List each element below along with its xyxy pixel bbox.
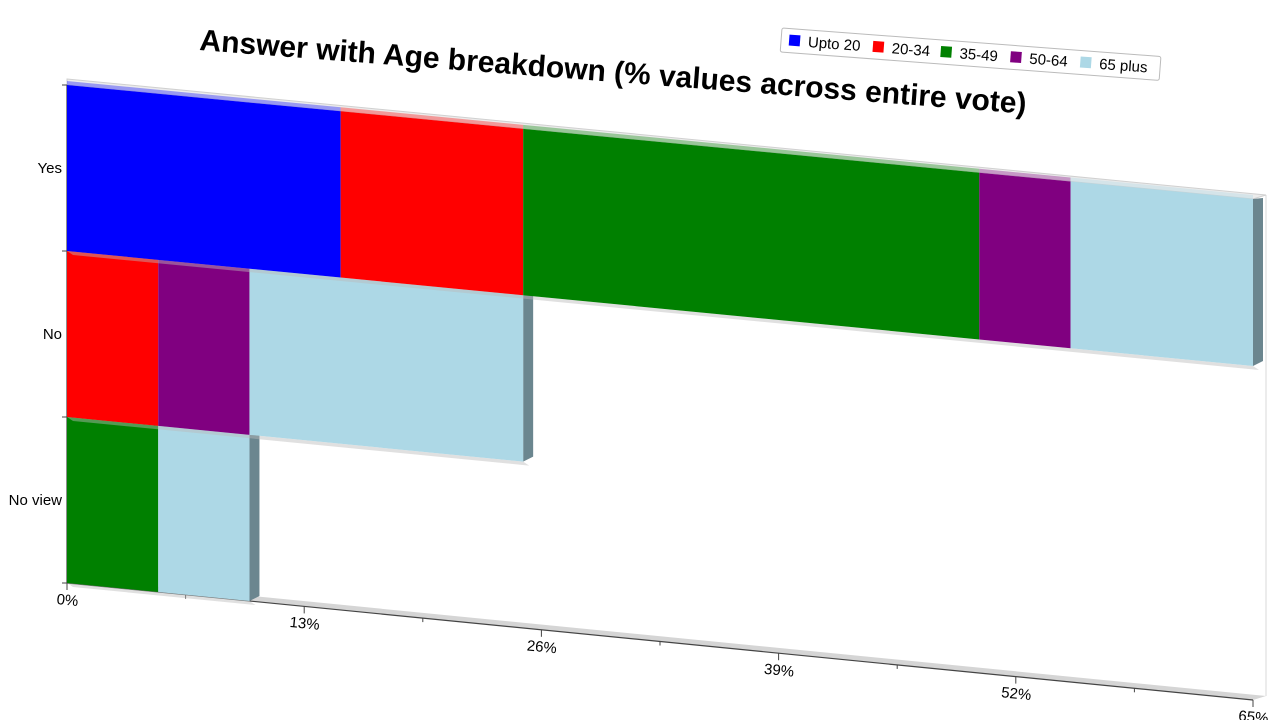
bar-yes-35-49 — [523, 128, 980, 340]
bar-no-50-64 — [158, 259, 250, 435]
category-label: No view — [9, 492, 63, 509]
bar-no-20-34 — [67, 251, 159, 426]
category-label: Yes — [38, 160, 62, 177]
x-tick-label: 26% — [526, 637, 558, 657]
legend-label: 50-64 — [1029, 51, 1069, 71]
category-label: No — [43, 326, 62, 343]
legend-swatch — [1010, 51, 1022, 64]
bar-end-face — [1253, 198, 1263, 366]
bars-layer — [67, 81, 1263, 605]
bar-yes-20-34 — [340, 111, 524, 296]
bar-top-face — [67, 81, 341, 112]
bar-yes-upto-20 — [67, 85, 341, 278]
x-tick-label: 65% — [1238, 708, 1270, 720]
x-tick-label: 39% — [763, 661, 795, 681]
bar-no-view-65-plus — [158, 425, 250, 601]
bar-no-65-plus — [249, 268, 524, 462]
x-tick-label: 52% — [1000, 684, 1032, 704]
bar-shadow — [67, 417, 530, 466]
legend-swatch — [872, 40, 885, 53]
legend-swatch — [1079, 56, 1092, 69]
bar-shadow — [67, 251, 1259, 370]
x-tick-label: 13% — [289, 614, 321, 634]
x-axis-floor — [67, 579, 1266, 700]
bar-shadow — [67, 583, 256, 605]
labels-layer: 0% 13% 26% 39% 52% 65% Yes No No view — [9, 160, 1270, 720]
bar-top-face — [979, 168, 1071, 182]
legend: Upto 20 20-34 35-49 50-64 65 plus — [779, 27, 1162, 81]
legend-label: 35-49 — [959, 45, 999, 65]
legend-swatch — [788, 34, 801, 47]
bar-yes-50-64 — [979, 172, 1071, 349]
legend-label: Upto 20 — [807, 34, 861, 55]
bar-top-face — [523, 124, 980, 173]
bar-top-face — [340, 107, 524, 129]
bar-end-face — [523, 294, 534, 462]
bar-yes-65-plus — [1070, 181, 1253, 366]
legend-group: Upto 20 20-34 35-49 50-64 65 plus — [779, 27, 1162, 81]
bar-no-view-35-49 — [67, 417, 159, 592]
bar-top-face — [1070, 177, 1253, 199]
bar-end-face — [249, 433, 260, 601]
legend-label: 65 plus — [1099, 56, 1149, 77]
legend-label: 20-34 — [891, 40, 931, 60]
legend-swatch — [940, 45, 953, 58]
x-tick-label: 0% — [56, 591, 79, 610]
